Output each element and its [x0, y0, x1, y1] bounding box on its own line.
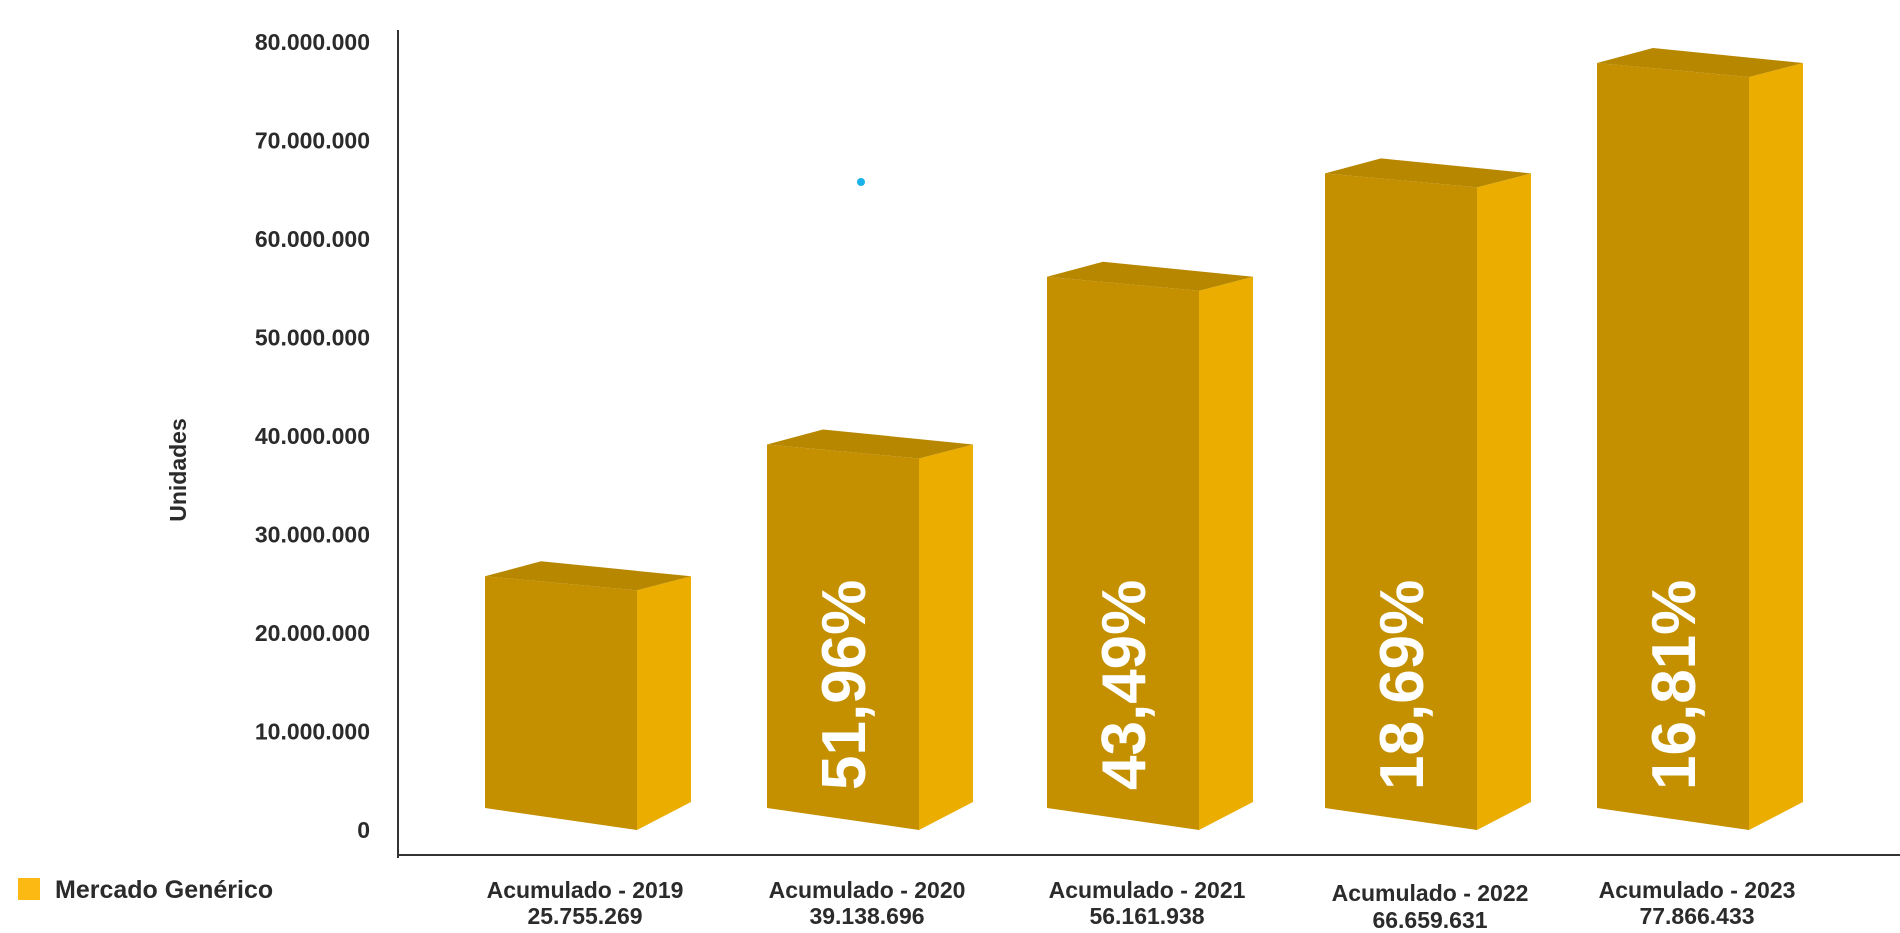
bar-5: 16,81%	[1597, 48, 1803, 831]
bar-side	[1749, 63, 1803, 831]
y-axis-title: Unidades	[165, 418, 191, 522]
bar-1	[485, 561, 691, 830]
x-tick-label: Acumulado - 2021	[1049, 877, 1246, 903]
y-tick-label: 60.000.000	[255, 226, 370, 252]
y-tick-label: 10.000.000	[255, 719, 370, 745]
bar-top	[1047, 261, 1253, 291]
bar-front	[485, 576, 637, 830]
y-tick-label: 30.000.000	[255, 522, 370, 548]
y-tick-label: 40.000.000	[255, 423, 370, 449]
legend-swatch	[18, 878, 40, 900]
y-axis: 0 10.000.000 20.000.000 30.000.000 40.000.00…	[165, 29, 399, 858]
bar-value-label: 56.161.938	[1089, 903, 1204, 929]
bar-side	[919, 444, 973, 830]
y-tick-label: 20.000.000	[255, 620, 370, 646]
bar-value-label: 39.138.696	[809, 903, 924, 929]
bar-side	[637, 576, 691, 830]
y-tick-label: 50.000.000	[255, 325, 370, 351]
bar-front	[767, 444, 919, 830]
x-tick-label: Acumulado - 2019	[487, 877, 684, 903]
x-tick-label: Acumulado - 2022	[1332, 880, 1529, 906]
legend: Mercado Genérico	[18, 876, 273, 904]
growth-label: 18,69%	[1368, 580, 1437, 790]
bar-side	[1477, 173, 1531, 830]
bar-value-label: 66.659.631	[1372, 907, 1487, 933]
bar-4: 18,69%	[1325, 158, 1531, 830]
bar-3: 43,49%	[1047, 261, 1253, 830]
bar-front	[1047, 276, 1199, 830]
x-tick-label: Acumulado - 2020	[769, 877, 966, 903]
growth-label: 43,49%	[1090, 580, 1159, 790]
y-tick-labels: 0 10.000.000 20.000.000 30.000.000 40.000.00…	[255, 29, 370, 843]
bar-front	[1597, 63, 1749, 831]
growth-label: 16,81%	[1640, 580, 1709, 790]
bar-side	[1199, 276, 1253, 830]
bar-2: 51,96%	[767, 429, 973, 830]
bar-top	[485, 561, 691, 591]
marker-dot	[857, 178, 865, 186]
growth-label: 51,96%	[810, 580, 879, 790]
bar-value-label: 25.755.269	[527, 903, 642, 929]
y-tick-label: 0	[357, 817, 370, 843]
bar-top	[1325, 158, 1531, 188]
legend-label: Mercado Genérico	[55, 876, 273, 904]
bar-front	[1325, 173, 1477, 830]
bar-top	[767, 429, 973, 459]
bar-top	[1597, 48, 1803, 78]
bars: 51,96% 43,49% 18,69% 16,81%	[485, 48, 1803, 831]
y-tick-label: 70.000.000	[255, 128, 370, 154]
x-tick-label: Acumulado - 2023	[1599, 877, 1796, 903]
y-tick-label: 80.000.000	[255, 29, 370, 55]
bar-value-label: 77.866.433	[1639, 903, 1754, 929]
